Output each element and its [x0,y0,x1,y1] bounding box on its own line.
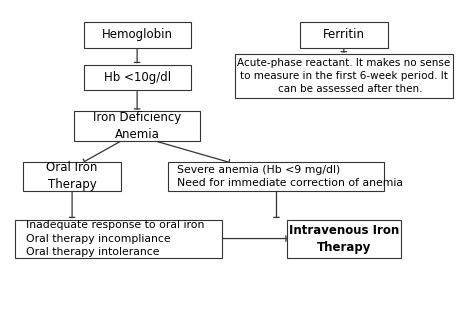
Text: Hb <10g/dl: Hb <10g/dl [103,71,171,84]
FancyBboxPatch shape [74,111,200,141]
FancyBboxPatch shape [235,54,453,98]
FancyBboxPatch shape [84,64,191,91]
FancyBboxPatch shape [287,219,401,258]
FancyBboxPatch shape [84,22,191,48]
FancyBboxPatch shape [15,219,222,258]
Text: Inadequate response to oral iron
Oral therapy incompliance
Oral therapy intolera: Inadequate response to oral iron Oral th… [26,220,204,257]
Text: Oral Iron
Therapy: Oral Iron Therapy [46,161,98,191]
Text: Hemoglobin: Hemoglobin [101,29,173,42]
Text: Iron Deficiency
Anemia: Iron Deficiency Anemia [93,111,181,141]
FancyBboxPatch shape [300,22,388,48]
Text: Severe anemia (Hb <9 mg/dl)
Need for immediate correction of anemia: Severe anemia (Hb <9 mg/dl) Need for imm… [177,165,402,188]
Text: Acute-phase reactant. It makes no sense
to measure in the first 6-week period. I: Acute-phase reactant. It makes no sense … [237,58,450,94]
Text: Intravenous Iron
Therapy: Intravenous Iron Therapy [289,224,399,254]
Text: Ferritin: Ferritin [323,29,365,42]
FancyBboxPatch shape [168,162,384,191]
FancyBboxPatch shape [23,162,121,191]
